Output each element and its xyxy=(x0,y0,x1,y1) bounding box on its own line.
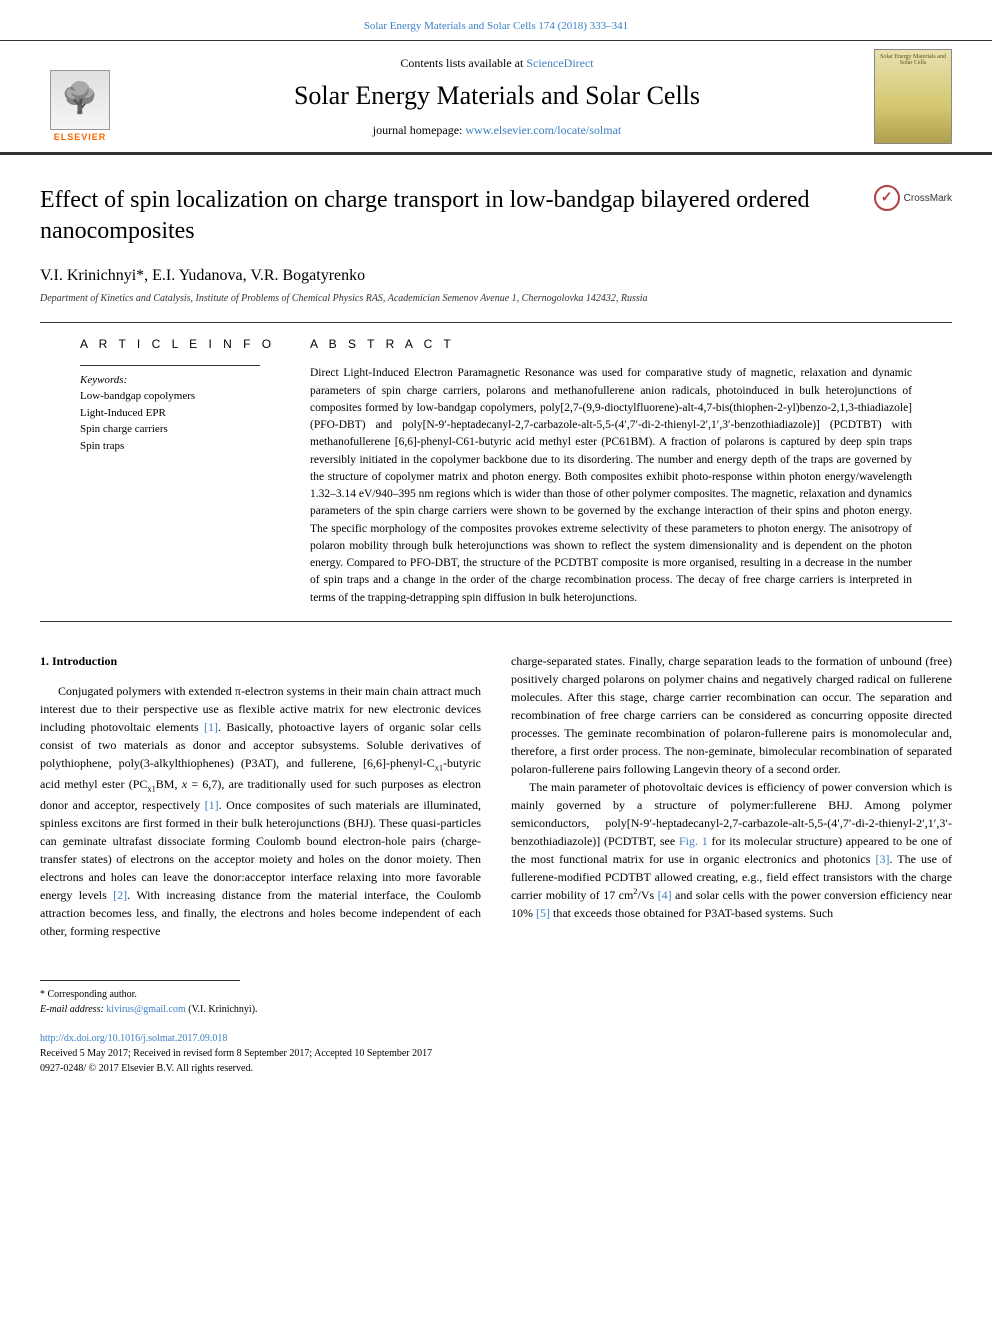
keyword-item: Spin traps xyxy=(80,438,280,455)
elsevier-label: ELSEVIER xyxy=(54,132,107,142)
journal-name: Solar Energy Materials and Solar Cells xyxy=(120,81,874,111)
homepage-line: journal homepage: www.elsevier.com/locat… xyxy=(120,123,874,138)
info-abstract-row: A R T I C L E I N F O Keywords: Low-band… xyxy=(40,322,952,622)
ref-link[interactable]: [5] xyxy=(536,906,550,920)
email-line: E-mail address: kivirus@gmail.com (V.I. … xyxy=(40,1002,952,1017)
figure-link[interactable]: Fig. 1 xyxy=(679,834,708,848)
body-paragraph: Conjugated polymers with extended π-elec… xyxy=(40,682,481,940)
crossmark-label: CrossMark xyxy=(904,193,952,204)
crossmark-icon xyxy=(874,185,900,211)
abstract-text: Direct Light-Induced Electron Paramagnet… xyxy=(310,365,912,607)
body-paragraph: charge-separated states. Finally, charge… xyxy=(511,652,952,778)
ref-link[interactable]: [3] xyxy=(875,852,889,866)
ref-link[interactable]: [2] xyxy=(113,888,127,902)
body-column-right: charge-separated states. Finally, charge… xyxy=(511,652,952,940)
article-title: Effect of spin localization on charge tr… xyxy=(40,185,860,247)
elsevier-logo: ELSEVIER xyxy=(40,52,120,142)
journal-header: ELSEVIER Contents lists available at Sci… xyxy=(0,40,992,155)
corresponding-author: * Corresponding author. xyxy=(40,987,952,1002)
doi-link[interactable]: http://dx.doi.org/10.1016/j.solmat.2017.… xyxy=(40,1033,227,1044)
keywords-list: Low-bandgap copolymers Light-Induced EPR… xyxy=(80,388,280,454)
body-column-left: 1. Introduction Conjugated polymers with… xyxy=(40,652,481,940)
section-heading-intro: 1. Introduction xyxy=(40,652,481,670)
homepage-link[interactable]: www.elsevier.com/locate/solmat xyxy=(465,123,621,137)
authors: V.I. Krinichnyi*, E.I. Yudanova, V.R. Bo… xyxy=(0,257,992,289)
abstract-column: A B S T R A C T Direct Light-Induced Ele… xyxy=(310,323,912,621)
article-info-heading: A R T I C L E I N F O xyxy=(80,337,280,351)
contents-line: Contents lists available at ScienceDirec… xyxy=(120,56,874,71)
keyword-item: Low-bandgap copolymers xyxy=(80,388,280,405)
crossmark-badge[interactable]: CrossMark xyxy=(874,185,952,211)
elsevier-tree-icon xyxy=(50,70,110,130)
keyword-item: Light-Induced EPR xyxy=(80,405,280,422)
affiliation: Department of Kinetics and Catalysis, In… xyxy=(0,289,992,322)
article-info-column: A R T I C L E I N F O Keywords: Low-band… xyxy=(80,323,280,621)
ref-link[interactable]: [4] xyxy=(658,888,672,902)
keywords-label: Keywords: xyxy=(80,374,280,386)
top-citation-link[interactable]: Solar Energy Materials and Solar Cells 1… xyxy=(364,20,628,32)
body-paragraph: The main parameter of photovoltaic devic… xyxy=(511,778,952,922)
body-section: 1. Introduction Conjugated polymers with… xyxy=(0,622,992,940)
info-divider xyxy=(80,365,260,366)
header-center: Contents lists available at ScienceDirec… xyxy=(120,56,874,138)
copyright-line: 0927-0248/ © 2017 Elsevier B.V. All righ… xyxy=(40,1061,952,1076)
abstract-heading: A B S T R A C T xyxy=(310,337,912,351)
footer-divider xyxy=(40,980,240,981)
keyword-item: Spin charge carriers xyxy=(80,421,280,438)
article-header: Effect of spin localization on charge tr… xyxy=(0,155,992,257)
received-line: Received 5 May 2017; Received in revised… xyxy=(40,1046,952,1061)
top-citation: Solar Energy Materials and Solar Cells 1… xyxy=(0,0,992,40)
email-link[interactable]: kivirus@gmail.com xyxy=(106,1004,185,1015)
footer: * Corresponding author. E-mail address: … xyxy=(0,940,992,1096)
ref-link[interactable]: [1] xyxy=(205,798,219,812)
journal-cover-thumbnail: Solar Energy Materials and Solar Cells xyxy=(874,49,952,144)
ref-link[interactable]: [1] xyxy=(204,720,218,734)
sciencedirect-link[interactable]: ScienceDirect xyxy=(526,56,593,70)
